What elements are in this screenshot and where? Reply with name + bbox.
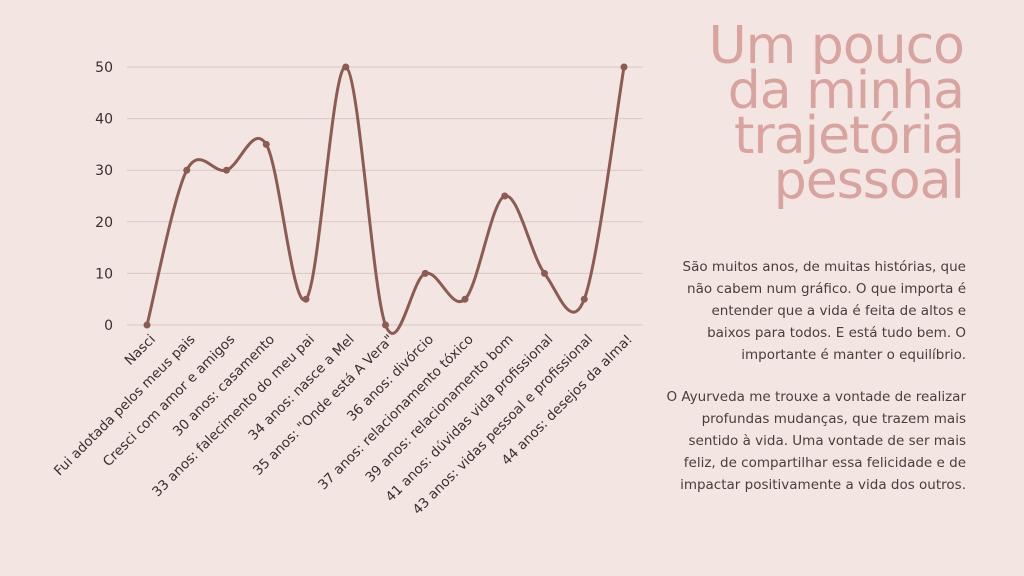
y-tick-label: 50 — [95, 60, 113, 76]
data-point — [262, 140, 270, 148]
y-tick-label: 40 — [95, 112, 113, 128]
y-tick-label: 10 — [95, 266, 113, 282]
y-tick-label: 0 — [104, 318, 113, 334]
data-point — [580, 295, 588, 303]
ayurveda-paragraph: O Ayurveda me trouxe a vontade de realiz… — [666, 389, 966, 493]
data-point — [421, 269, 429, 277]
page-title: Um pouco da minha trajetória pessoal — [644, 16, 965, 211]
data-point — [223, 166, 230, 174]
data-points — [143, 63, 628, 329]
data-point — [461, 295, 469, 303]
intro-paragraph: São muitos anos, de muitas histórias, qu… — [682, 259, 966, 363]
series-line — [145, 65, 626, 335]
data-point — [382, 321, 389, 329]
data-point — [620, 63, 628, 71]
gridlines — [127, 66, 643, 326]
data-point — [342, 63, 350, 71]
x-category-label: Nasci — [122, 332, 159, 369]
y-tick-label: 20 — [95, 215, 113, 231]
data-point — [541, 269, 548, 277]
title-line: trajetória — [734, 106, 965, 166]
y-axis-tick-labels: 0 10 20 30 40 50 — [95, 60, 113, 334]
data-point — [302, 295, 310, 303]
title-line: pessoal — [773, 151, 965, 211]
title-line: Um pouco — [708, 16, 965, 76]
title-line: da minha — [727, 61, 965, 121]
data-point — [501, 192, 509, 200]
data-point — [143, 321, 151, 329]
y-tick-label: 30 — [95, 163, 113, 179]
data-point — [183, 166, 191, 174]
